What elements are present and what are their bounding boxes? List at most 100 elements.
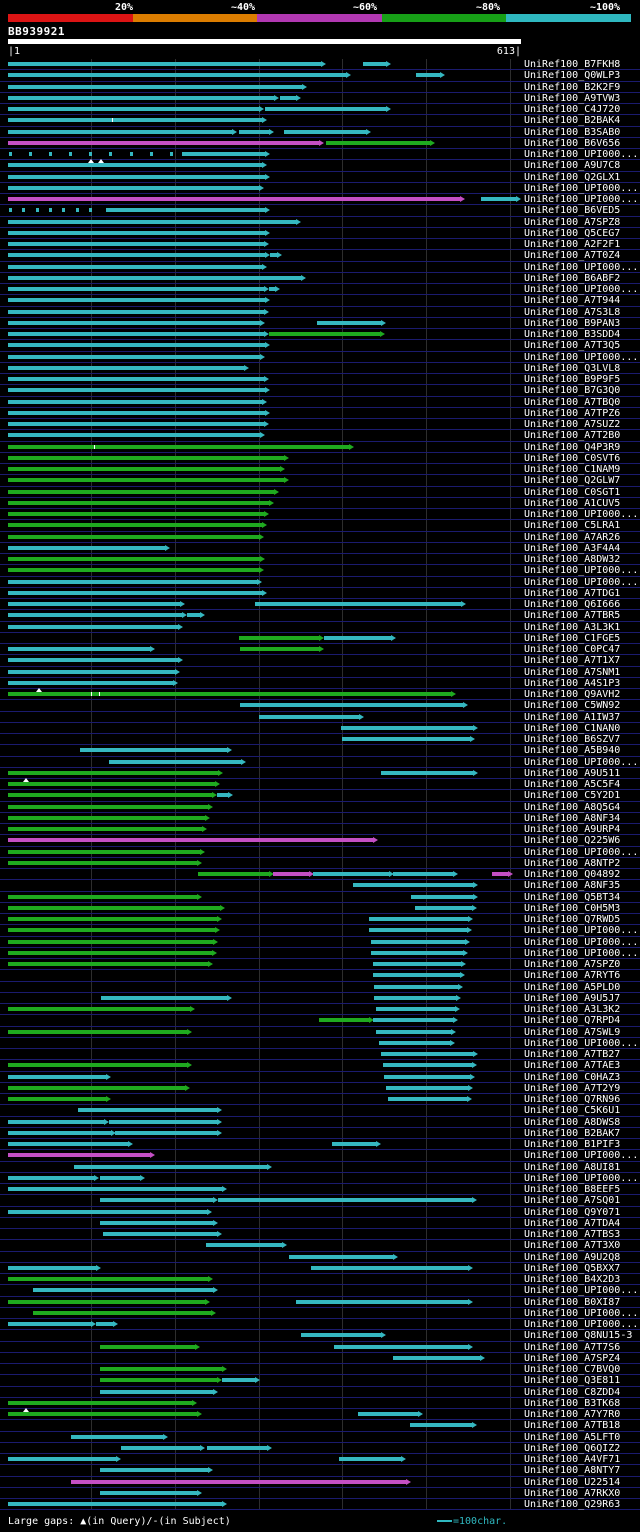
alignment-bar[interactable] bbox=[8, 567, 264, 574]
alignment-bar[interactable] bbox=[375, 1006, 460, 1012]
hit-label[interactable]: UniRef100_A7T3X0 bbox=[524, 1240, 621, 1252]
alignment-bar[interactable] bbox=[8, 1073, 112, 1080]
hit-label[interactable]: UniRef100_Q04892 bbox=[524, 869, 621, 880]
alignment-bar[interactable] bbox=[8, 544, 170, 551]
hit-label[interactable]: UniRef100_C4J720 bbox=[524, 104, 621, 115]
alignment-bar[interactable] bbox=[8, 1276, 214, 1282]
hit-label[interactable]: UniRef100_A7TBS3 bbox=[524, 1229, 621, 1240]
hit-label[interactable]: UniRef100_C0SVT6 bbox=[524, 452, 621, 464]
alignment-bar[interactable] bbox=[8, 286, 269, 292]
alignment-bar[interactable] bbox=[8, 308, 269, 315]
alignment-bar[interactable] bbox=[352, 882, 479, 889]
alignment-bar[interactable] bbox=[8, 466, 286, 472]
alignment-bar[interactable] bbox=[369, 927, 472, 934]
alignment-bar[interactable] bbox=[100, 1388, 219, 1395]
alignment-bar[interactable] bbox=[8, 184, 264, 191]
hit-label[interactable]: UniRef100_A5PLD0 bbox=[524, 981, 621, 993]
alignment-bar[interactable] bbox=[272, 871, 314, 877]
alignment-bar[interactable] bbox=[218, 1197, 477, 1204]
alignment-bar[interactable] bbox=[379, 1039, 455, 1046]
alignment-bar[interactable] bbox=[268, 286, 281, 292]
alignment-bar[interactable] bbox=[100, 1467, 214, 1474]
hit-label[interactable]: UniRef100_A8NF35 bbox=[524, 880, 621, 892]
alignment-bar[interactable] bbox=[8, 533, 264, 540]
alignment-bar[interactable] bbox=[74, 1163, 272, 1170]
alignment-bar[interactable] bbox=[8, 139, 324, 146]
hit-label[interactable]: UniRef100_Q4P3R9 bbox=[524, 441, 621, 453]
alignment-bar[interactable] bbox=[369, 916, 474, 922]
hit-label[interactable]: UniRef100_C0HAZ3 bbox=[524, 1071, 621, 1083]
alignment-bar[interactable] bbox=[8, 589, 267, 596]
alignment-bar[interactable] bbox=[8, 218, 302, 225]
hit-label[interactable]: UniRef100_B3SAB0 bbox=[524, 126, 621, 138]
hit-label[interactable]: UniRef100_Q9Y071 bbox=[524, 1206, 621, 1218]
hit-label[interactable]: UniRef100_UPI000... bbox=[524, 1037, 639, 1049]
alignment-bar[interactable] bbox=[8, 241, 269, 247]
alignment-bar[interactable] bbox=[381, 1051, 479, 1057]
hit-label[interactable]: UniRef100_A7TB18 bbox=[524, 1420, 621, 1432]
alignment-bar[interactable] bbox=[100, 1219, 219, 1226]
hit-label[interactable]: UniRef100_Q5CEG7 bbox=[524, 227, 621, 239]
alignment-bar[interactable] bbox=[416, 72, 445, 79]
hit-label[interactable]: UniRef100_A8NF34 bbox=[524, 812, 621, 824]
hit-label[interactable]: UniRef100_A7TAE3 bbox=[524, 1060, 621, 1072]
alignment-bar[interactable] bbox=[372, 961, 467, 967]
hit-label[interactable]: UniRef100_A2F2F1 bbox=[524, 239, 621, 250]
alignment-bar[interactable] bbox=[181, 151, 271, 157]
alignment-bar[interactable] bbox=[8, 814, 210, 821]
alignment-bar[interactable] bbox=[8, 1456, 122, 1462]
hit-label[interactable]: UniRef100_Q6I666 bbox=[524, 599, 621, 610]
alignment-bar[interactable] bbox=[372, 972, 465, 979]
hit-label[interactable]: UniRef100_UPI000... bbox=[524, 182, 639, 194]
alignment-bar[interactable] bbox=[8, 117, 267, 124]
hit-label[interactable]: UniRef100_B2BAK7 bbox=[524, 1127, 621, 1139]
hit-label[interactable]: UniRef100_A7SPZ0 bbox=[524, 959, 621, 970]
alignment-bar[interactable] bbox=[8, 94, 279, 101]
alignment-bar[interactable] bbox=[8, 61, 326, 67]
alignment-bar[interactable] bbox=[8, 1084, 190, 1091]
alignment-bar[interactable] bbox=[100, 1343, 200, 1350]
alignment-bar[interactable] bbox=[8, 646, 155, 652]
hit-label[interactable]: UniRef100_UPI000... bbox=[524, 149, 639, 160]
alignment-bar[interactable] bbox=[238, 128, 274, 135]
alignment-bar[interactable] bbox=[8, 1118, 110, 1125]
alignment-bar[interactable] bbox=[8, 1028, 192, 1035]
alignment-bar[interactable] bbox=[313, 871, 394, 877]
hit-label[interactable]: UniRef100_A7SNM1 bbox=[524, 666, 621, 678]
hit-label[interactable]: UniRef100_UPI000... bbox=[524, 925, 639, 937]
alignment-bar[interactable] bbox=[96, 1321, 118, 1327]
alignment-bar[interactable] bbox=[295, 1298, 474, 1305]
alignment-bar[interactable] bbox=[216, 792, 234, 799]
hit-label[interactable]: UniRef100_Q9AVH2 bbox=[524, 689, 621, 700]
hit-label[interactable]: UniRef100_C5LRA1 bbox=[524, 520, 621, 532]
alignment-bar[interactable] bbox=[8, 387, 271, 394]
alignment-bar[interactable] bbox=[8, 342, 271, 349]
alignment-bar[interactable] bbox=[332, 1141, 381, 1147]
hit-label[interactable]: UniRef100_A1IW37 bbox=[524, 711, 621, 723]
alignment-bar[interactable] bbox=[8, 83, 308, 90]
hit-label[interactable]: UniRef100_A8DW32 bbox=[524, 554, 621, 565]
alignment-bar[interactable] bbox=[311, 1264, 474, 1271]
alignment-bar[interactable] bbox=[386, 1084, 474, 1091]
hit-label[interactable]: UniRef100_A5LFT0 bbox=[524, 1431, 621, 1443]
alignment-bar[interactable] bbox=[8, 916, 222, 922]
hit-label[interactable]: UniRef100_Q7RN96 bbox=[524, 1094, 621, 1105]
hit-label[interactable]: UniRef100_C0PC47 bbox=[524, 644, 621, 655]
hit-label[interactable]: UniRef100_A7T944 bbox=[524, 295, 621, 307]
hit-label[interactable]: UniRef100_A7T2B0 bbox=[524, 430, 621, 442]
alignment-bar[interactable] bbox=[8, 938, 219, 945]
hit-label[interactable]: UniRef100_Q8NU15-3 bbox=[524, 1330, 633, 1342]
hit-label[interactable]: UniRef100_UPI000... bbox=[524, 846, 639, 858]
alignment-bar[interactable] bbox=[8, 657, 184, 664]
alignment-bar[interactable] bbox=[8, 826, 207, 832]
alignment-bar[interactable] bbox=[77, 1107, 222, 1114]
hit-label[interactable]: UniRef100_A1CUV5 bbox=[524, 497, 621, 509]
hit-label[interactable]: UniRef100_B0XI87 bbox=[524, 1296, 621, 1308]
alignment-bar[interactable] bbox=[8, 1152, 155, 1159]
hit-label[interactable]: UniRef100_A7T3Q5 bbox=[524, 340, 621, 352]
alignment-bar[interactable] bbox=[409, 1422, 477, 1429]
alignment-bar[interactable] bbox=[8, 72, 351, 79]
alignment-bar[interactable] bbox=[370, 949, 469, 956]
alignment-bar[interactable] bbox=[283, 128, 371, 135]
hit-label[interactable]: UniRef100_A7TBQ0 bbox=[524, 396, 621, 408]
